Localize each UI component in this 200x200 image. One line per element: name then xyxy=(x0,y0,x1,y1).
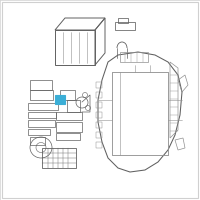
Bar xyxy=(112,72,168,155)
Bar xyxy=(30,137,45,145)
Bar xyxy=(42,148,76,168)
Bar xyxy=(96,142,102,148)
Bar xyxy=(56,133,80,140)
Bar xyxy=(28,129,50,135)
Bar xyxy=(30,90,53,100)
Bar xyxy=(28,120,55,127)
Bar xyxy=(118,18,128,23)
Bar xyxy=(96,82,102,88)
Bar xyxy=(60,90,75,100)
Bar xyxy=(67,100,80,112)
Bar xyxy=(96,92,102,98)
Bar xyxy=(96,112,102,118)
Bar xyxy=(28,112,56,118)
Bar xyxy=(55,95,65,104)
Bar xyxy=(28,103,58,110)
Bar xyxy=(56,122,82,132)
Bar xyxy=(96,132,102,138)
Bar xyxy=(115,22,135,30)
Bar xyxy=(96,102,102,108)
Bar xyxy=(96,122,102,128)
Bar xyxy=(55,30,95,65)
Bar xyxy=(30,80,52,90)
Bar xyxy=(56,112,82,120)
